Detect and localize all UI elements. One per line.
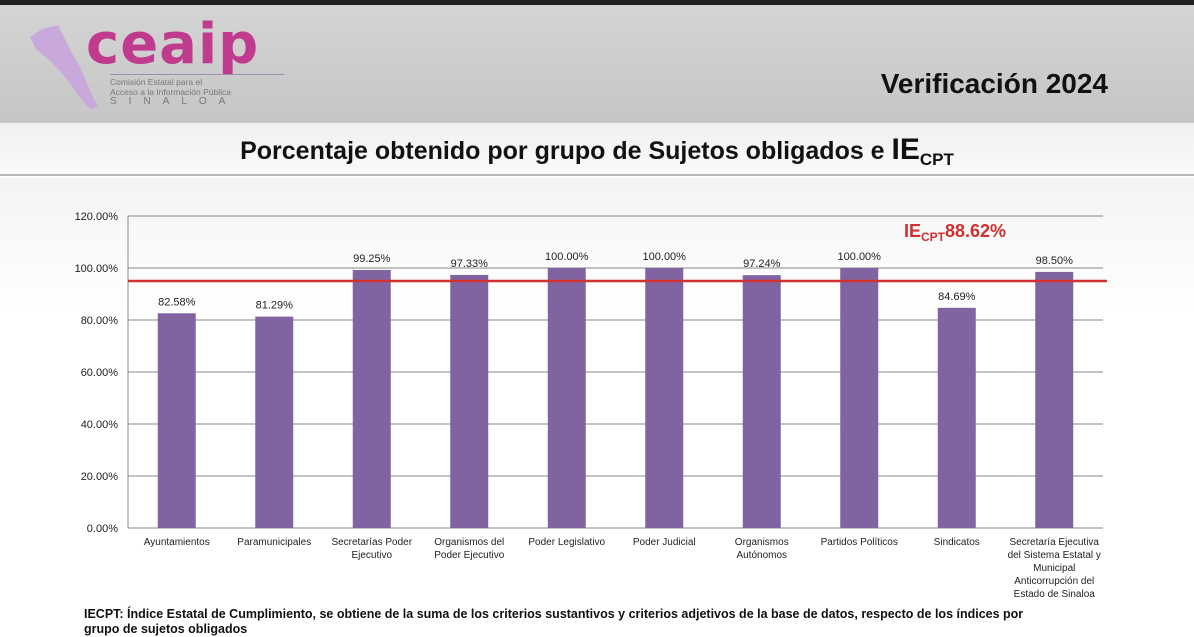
x-tick-label: Secretaría Ejecutiva xyxy=(1010,537,1100,548)
y-tick-label: 40.00% xyxy=(81,419,119,431)
x-tick-label: Estado de Sinaloa xyxy=(1014,589,1096,600)
chart-area xyxy=(0,178,1194,630)
x-tick-label: Poder Judicial xyxy=(633,537,696,548)
logo-divider xyxy=(110,74,284,75)
header: ceaip Comisión Estatal para el Acceso a … xyxy=(0,5,1194,123)
bar xyxy=(352,269,391,528)
x-tick-label: Autónomos xyxy=(736,550,787,561)
y-tick-label: 80.00% xyxy=(81,315,119,327)
reference-line-label: IECPT88.62% xyxy=(904,221,1006,244)
x-tick-label: Anticorrupción del xyxy=(1014,576,1094,587)
title-text: Porcentaje obtenido por grupo de Sujetos… xyxy=(240,137,892,165)
x-tick-label: Organismos del xyxy=(434,537,504,548)
logo-text: ceaip xyxy=(86,12,260,77)
bar xyxy=(255,316,294,528)
y-tick-label: 60.00% xyxy=(81,367,119,379)
data-label: 84.69% xyxy=(938,291,976,303)
x-tick-label: Poder Ejecutivo xyxy=(434,550,504,561)
bar xyxy=(742,275,781,528)
verification-title: Verificación 2024 xyxy=(880,68,1108,99)
x-tick-label: Poder Legislativo xyxy=(528,537,605,548)
data-label: 82.58% xyxy=(158,296,196,308)
data-label: 100.00% xyxy=(838,251,882,263)
x-tick-label: Organismos xyxy=(735,537,789,548)
data-label: 97.33% xyxy=(451,258,489,270)
x-tick-label: Paramunicipales xyxy=(237,537,311,548)
title-ie: IE xyxy=(891,133,920,166)
x-tick-label: Municipal xyxy=(1033,563,1075,574)
x-tick-label: Partidos Políticos xyxy=(821,537,898,548)
x-tick-label: Secretarías Poder xyxy=(331,537,412,548)
x-tick-label: Ayuntamientos xyxy=(144,537,210,548)
data-label: 98.50% xyxy=(1036,255,1074,267)
x-tick-label: Sindicatos xyxy=(934,537,980,548)
logo-subtitle: Comisión Estatal para el Acceso a la Inf… xyxy=(110,77,280,107)
title-band: Porcentaje obtenido por grupo de Sujetos… xyxy=(0,123,1194,176)
data-label: 99.25% xyxy=(353,253,391,265)
title-sub: CPT xyxy=(919,150,954,169)
y-tick-label: 0.00% xyxy=(87,523,118,535)
x-tick-label: Ejecutivo xyxy=(351,550,392,561)
logo-sub-line1: Comisión Estatal para el xyxy=(110,77,203,87)
bar xyxy=(547,268,586,528)
y-tick-label: 120.00% xyxy=(75,211,119,223)
y-tick-label: 20.00% xyxy=(81,471,119,483)
data-label: 97.24% xyxy=(743,258,781,270)
sinaloa-map-logo-icon xyxy=(30,25,98,109)
data-label: 81.29% xyxy=(256,300,294,312)
logo-sub-line2: Acceso a la Información Pública xyxy=(110,87,231,97)
bar xyxy=(840,268,879,528)
bar xyxy=(157,313,196,528)
bar xyxy=(645,268,684,528)
bar xyxy=(937,307,976,528)
bar xyxy=(1035,271,1074,528)
footnote: IECPT: Índice Estatal de Cumplimiento, s… xyxy=(84,607,1024,636)
y-tick-label: 100.00% xyxy=(75,263,119,275)
bar xyxy=(450,274,489,528)
logo-sub-line3: SINALOA xyxy=(110,96,238,107)
data-label: 100.00% xyxy=(643,251,687,263)
top-bar xyxy=(0,0,1194,5)
data-label: 100.00% xyxy=(545,251,589,263)
chart-title: Porcentaje obtenido por grupo de Sujetos… xyxy=(0,133,1194,170)
x-tick-label: del Sistema Estatal y xyxy=(1008,550,1101,561)
